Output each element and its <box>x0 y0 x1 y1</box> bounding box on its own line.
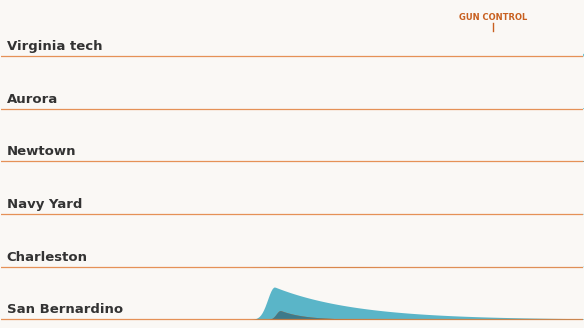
Bar <box>1 108 583 213</box>
Bar <box>1 160 583 266</box>
Text: Aurora: Aurora <box>6 92 58 106</box>
Text: Navy Yard: Navy Yard <box>6 198 82 211</box>
Text: Virginia tech: Virginia tech <box>6 40 102 53</box>
Text: GUN CONTROL: GUN CONTROL <box>459 13 527 22</box>
Bar <box>1 0 583 2</box>
Text: Charleston: Charleston <box>6 251 88 264</box>
Text: San Bernardino: San Bernardino <box>6 303 123 316</box>
Bar <box>1 0 583 55</box>
Bar <box>1 2 583 108</box>
Bar <box>1 55 583 160</box>
Text: Newtown: Newtown <box>6 145 76 158</box>
